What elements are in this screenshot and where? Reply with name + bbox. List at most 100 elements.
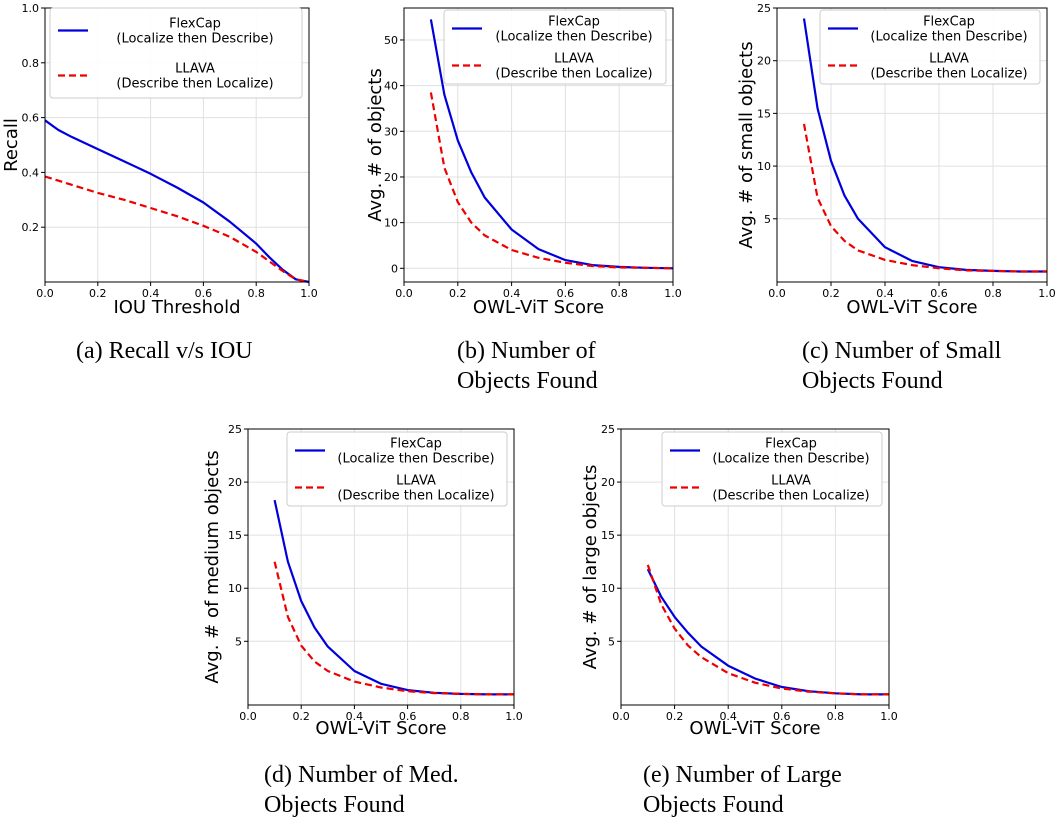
- y-tick-label: 40: [384, 80, 398, 93]
- y-tick-label: 5: [608, 635, 615, 648]
- chart-1: 0.0 0.2 0.4 0.6 0.8 1.0 0.2 0.4 0.6 0.8 1.0 IOU Thr…: [1, 2, 318, 318]
- x-tick-label: 0.4: [503, 287, 521, 300]
- y-tick-label: 10: [601, 582, 615, 595]
- axes-frame: [776, 7, 1048, 283]
- caption-line: (d) Number of Med.: [264, 762, 459, 788]
- x-tick-label: 0.8: [827, 710, 845, 723]
- legend-label-llava: LLAVA (Describe then Localize): [116, 62, 273, 92]
- legend-label-llava: LLAVA (Describe then Localize): [712, 474, 869, 504]
- x-tick-label: 0.2: [822, 287, 840, 300]
- caption-1: (a) Recall v/s IOU: [76, 336, 253, 366]
- y-tick-label: 0: [391, 262, 398, 275]
- x-tick-label: 0.0: [612, 710, 630, 723]
- axes-frame: [620, 428, 890, 706]
- y-tick-label: 20: [757, 55, 771, 68]
- y-tick-label: 20: [228, 476, 242, 489]
- x-tick-label: 0.0: [395, 287, 413, 300]
- x-tick-label: 1.0: [505, 710, 523, 723]
- series-line-llava: [802, 123, 1047, 273]
- y-axis-label: Avg. # of objects: [365, 68, 386, 222]
- y-axis-label: Avg. # of small objects: [736, 41, 757, 248]
- y-tick-label: 50: [384, 34, 398, 47]
- y-tick-label: 0.8: [22, 57, 40, 70]
- series-line-llava: [429, 92, 674, 270]
- caption-4: (d) Number of Med. Objects Found: [264, 760, 459, 820]
- caption-line: Objects Found: [264, 792, 405, 818]
- x-tick-label: 0.4: [346, 710, 364, 723]
- caption-5: (e) Number of Large Objects Found: [643, 760, 842, 820]
- y-tick-label: 15: [228, 529, 242, 542]
- y-tick-label: 10: [757, 160, 771, 173]
- legend: FlexCap (Localize then Describe) LLAVA (Des…: [819, 9, 1041, 85]
- chart-2: 0.0 0.2 0.4 0.6 0.8 1.0 0 10 20 30 40 50 OWL-ViT Sco…: [365, 7, 682, 318]
- caption-line: (c) Number of Small: [802, 338, 1002, 364]
- series-line-flexcap: [44, 119, 310, 284]
- axes-frame: [247, 428, 515, 706]
- x-tick-label: 0.6: [773, 710, 791, 723]
- legend-box: [286, 431, 508, 507]
- x-tick-label: 0.4: [142, 287, 160, 300]
- caption-line: (e) Number of Large: [643, 762, 842, 788]
- caption-line: (b) Number of: [457, 338, 596, 364]
- series-line-flexcap: [273, 499, 514, 696]
- x-tick-label: 1.0: [1038, 287, 1056, 300]
- x-axis-label: OWL-ViT Score: [846, 297, 977, 318]
- y-tick-label: 30: [384, 125, 398, 138]
- y-axis-label: Avg. # of large objects: [580, 465, 601, 670]
- series-line-flexcap: [802, 18, 1047, 273]
- caption-2: (b) Number of Objects Found: [457, 336, 598, 396]
- legend-label-llava: LLAVA (Describe then Localize): [870, 52, 1027, 82]
- x-tick-label: 0.6: [399, 710, 417, 723]
- series-line-llava: [646, 564, 889, 696]
- legend-label-flexcap: FlexCap (Localize then Describe): [495, 15, 652, 45]
- chart-3: 0.0 0.2 0.4 0.6 0.8 1.0 5 10 15 20 25 OWL-ViT Score…: [736, 2, 1056, 318]
- y-tick-label: 15: [757, 107, 771, 120]
- legend: FlexCap (Localize then Describe) LLAVA (Des…: [661, 431, 883, 507]
- x-tick-label: 0.6: [930, 287, 948, 300]
- y-tick-label: 5: [235, 635, 242, 648]
- series-line-llava: [44, 175, 310, 284]
- legend-label-flexcap: FlexCap (Localize then Describe): [116, 17, 273, 47]
- y-tick-label: 1.0: [22, 2, 40, 15]
- legend-box: [819, 9, 1041, 85]
- caption-line: Objects Found: [457, 368, 598, 394]
- series-line-llava: [273, 561, 514, 696]
- x-tick-label: 0.2: [292, 710, 310, 723]
- x-tick-label: 0.0: [36, 287, 54, 300]
- x-axis-label: IOU Threshold: [113, 297, 240, 318]
- y-tick-label: 20: [384, 171, 398, 184]
- legend-label-flexcap: FlexCap (Localize then Describe): [337, 437, 494, 467]
- caption-line: (a) Recall v/s IOU: [76, 338, 253, 364]
- x-tick-label: 0.2: [449, 287, 467, 300]
- x-axis-label: OWL-ViT Score: [473, 297, 604, 318]
- caption-line: Objects Found: [643, 792, 784, 818]
- legend-label-flexcap: FlexCap (Localize then Describe): [712, 437, 869, 467]
- x-tick-label: 1.0: [664, 287, 682, 300]
- legend-box: [443, 9, 667, 85]
- y-tick-label: 25: [228, 423, 242, 436]
- legend: FlexCap (Localize then Describe) LLAVA (Des…: [49, 7, 303, 99]
- caption-line: Objects Found: [802, 368, 943, 394]
- legend-label-llava: LLAVA (Describe then Localize): [337, 474, 494, 504]
- x-tick-label: 1.0: [880, 710, 898, 723]
- y-tick-label: 5: [764, 213, 771, 226]
- x-tick-label: 0.6: [557, 287, 575, 300]
- x-tick-label: 0.8: [452, 710, 470, 723]
- x-tick-label: 1.0: [300, 287, 318, 300]
- caption-3: (c) Number of Small Objects Found: [802, 336, 1001, 396]
- y-tick-label: 10: [384, 217, 398, 230]
- x-tick-label: 0.8: [984, 287, 1002, 300]
- y-tick-label: 15: [601, 529, 615, 542]
- chart-4: 0.0 0.2 0.4 0.6 0.8 1.0 5 10 15 20 25 OWL-ViT Score…: [202, 423, 523, 739]
- y-axis-label: Avg. # of medium objects: [202, 450, 223, 683]
- x-tick-label: 0.8: [610, 287, 628, 300]
- legend: FlexCap (Localize then Describe) LLAVA (Des…: [443, 9, 667, 85]
- y-tick-label: 10: [228, 582, 242, 595]
- x-tick-label: 0.0: [239, 710, 257, 723]
- x-tick-label: 0.2: [89, 287, 107, 300]
- y-axis-label: Recall: [1, 118, 22, 172]
- legend: FlexCap (Localize then Describe) LLAVA (Des…: [286, 431, 508, 507]
- x-axis-label: OWL-ViT Score: [689, 718, 820, 739]
- x-tick-label: 0.8: [247, 287, 265, 300]
